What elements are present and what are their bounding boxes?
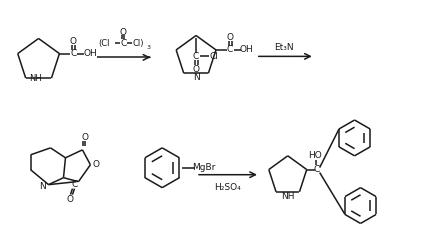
Text: 3: 3 bbox=[146, 45, 150, 50]
Text: O: O bbox=[120, 28, 127, 37]
Text: O: O bbox=[82, 133, 89, 142]
Text: Cl: Cl bbox=[209, 52, 218, 61]
Text: C: C bbox=[314, 165, 320, 174]
Text: C: C bbox=[70, 49, 76, 58]
Text: NH: NH bbox=[281, 192, 295, 201]
Text: O: O bbox=[67, 195, 74, 204]
Text: O: O bbox=[70, 37, 77, 46]
Text: (Cl: (Cl bbox=[99, 39, 110, 48]
Text: MgBr: MgBr bbox=[192, 163, 216, 172]
Text: C: C bbox=[193, 52, 199, 61]
Text: O: O bbox=[193, 65, 199, 74]
Text: N: N bbox=[39, 182, 46, 191]
Text: H₂SO₄: H₂SO₄ bbox=[214, 183, 242, 192]
Text: C: C bbox=[71, 180, 78, 189]
Text: OH: OH bbox=[240, 46, 254, 54]
Text: C: C bbox=[227, 46, 233, 54]
Text: N: N bbox=[193, 73, 199, 82]
Text: NH: NH bbox=[29, 74, 42, 83]
Text: Et₃N: Et₃N bbox=[274, 43, 293, 52]
Text: O: O bbox=[227, 33, 233, 43]
Text: O: O bbox=[93, 160, 100, 169]
Text: OH: OH bbox=[84, 49, 97, 58]
Text: Cl): Cl) bbox=[133, 39, 144, 48]
Text: HO: HO bbox=[308, 151, 322, 160]
Text: C: C bbox=[120, 39, 127, 48]
